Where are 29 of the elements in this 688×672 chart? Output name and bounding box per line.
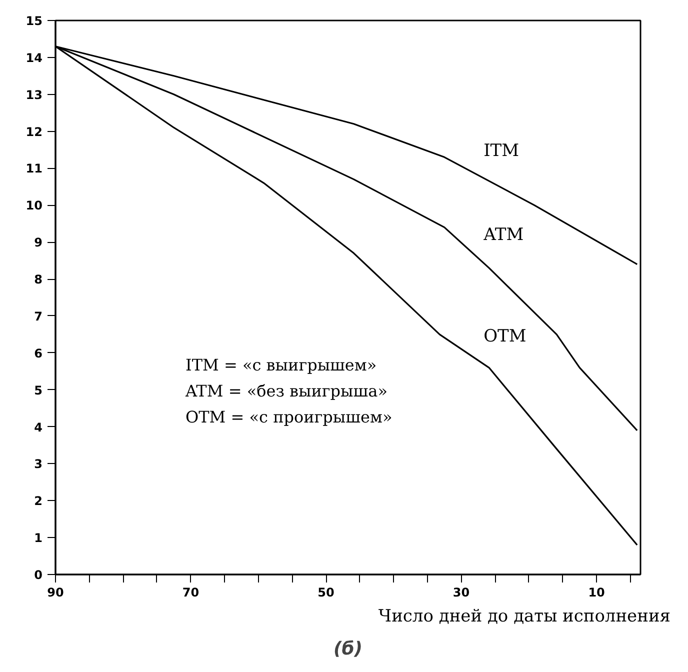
y-tick-label: 13 [26, 88, 43, 102]
y-tick-label: 3 [34, 457, 43, 472]
series-label: ITM [484, 141, 520, 162]
x-tick-label: 70 [182, 586, 200, 600]
y-tick-label: 11 [26, 162, 43, 176]
annotation: ITM = «с выигрышем» [186, 356, 377, 374]
series-label: ATM [482, 225, 524, 246]
y-tick-label: 10 [26, 198, 43, 213]
x-tick-label: 10 [588, 586, 605, 600]
y-tick-label: 12 [26, 124, 43, 139]
y-tick-label: 8 [34, 272, 43, 287]
x-tick-label: 90 [47, 586, 64, 600]
annotation: ATM = «без выигрыша» [184, 382, 388, 400]
y-tick-label: 9 [34, 236, 43, 250]
x-tick-label: 30 [452, 586, 470, 600]
y-tick-label: 6 [34, 346, 43, 360]
annotation: OTM = «с проигрышем» [186, 408, 392, 426]
y-tick-label: 5 [34, 383, 43, 398]
text: (б) [333, 638, 363, 660]
y-tick-label: 7 [34, 309, 43, 324]
y-tick-label: 15 [26, 14, 43, 28]
series-label: OTM [484, 326, 526, 347]
y-tick-label: 14 [26, 50, 43, 65]
y-tick-label: 0 [34, 568, 43, 582]
x-tick-label: 50 [318, 586, 334, 600]
y-tick-label: 4 [34, 420, 43, 434]
x-axis-title: Число дней до даты исполнения [378, 606, 671, 626]
y-tick-label: 1 [34, 531, 43, 546]
y-tick-label: 2 [34, 494, 43, 508]
